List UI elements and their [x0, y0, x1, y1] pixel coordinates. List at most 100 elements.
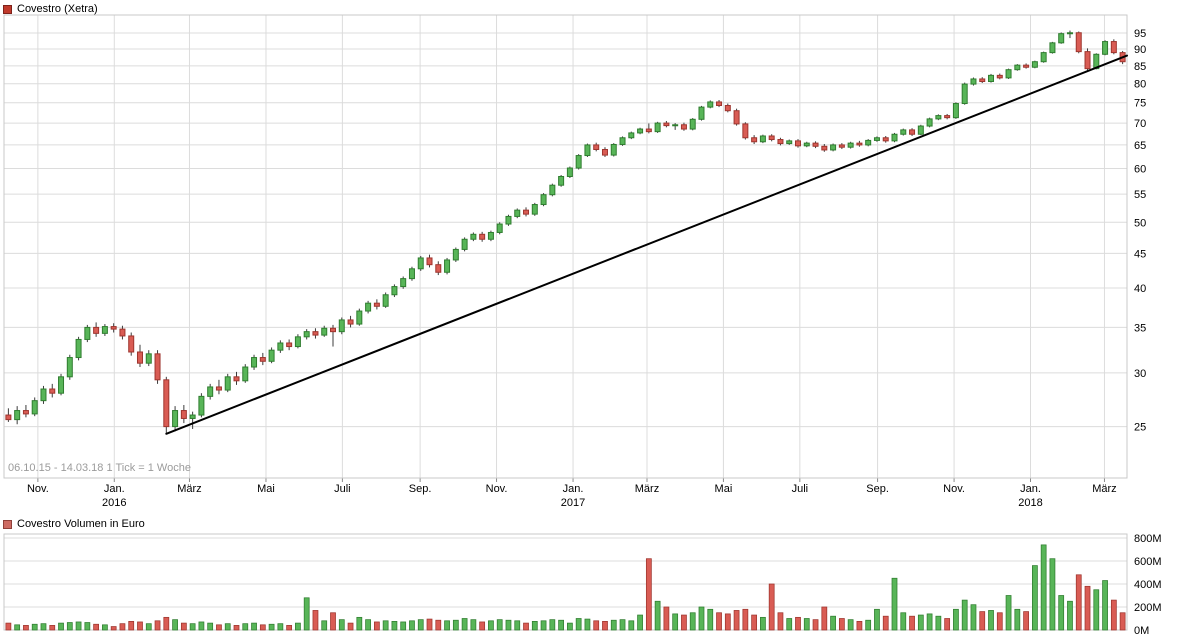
volume-bar[interactable]: [505, 619, 512, 631]
candle[interactable]: [382, 294, 389, 307]
volume-bar[interactable]: [689, 612, 696, 631]
volume-bar[interactable]: [610, 619, 617, 631]
volume-bar[interactable]: [137, 621, 143, 631]
volume-bar[interactable]: [286, 625, 293, 631]
candle[interactable]: [286, 342, 293, 348]
candle[interactable]: [926, 118, 933, 127]
volume-bar[interactable]: [391, 621, 398, 631]
volume-bar[interactable]: [49, 625, 56, 631]
candle[interactable]: [461, 238, 468, 250]
candle[interactable]: [742, 123, 749, 139]
volume-bar[interactable]: [321, 620, 328, 631]
candle[interactable]: [988, 74, 995, 83]
volume-bar[interactable]: [1075, 574, 1082, 631]
candle[interactable]: [698, 106, 705, 120]
volume-bar[interactable]: [970, 604, 977, 631]
candle[interactable]: [689, 118, 696, 130]
candle[interactable]: [1075, 32, 1082, 53]
candle[interactable]: [935, 115, 942, 120]
candle[interactable]: [619, 137, 626, 145]
volume-bar[interactable]: [681, 614, 687, 631]
candle[interactable]: [628, 132, 635, 139]
candle[interactable]: [873, 137, 880, 141]
candle[interactable]: [496, 223, 503, 233]
volume-bar[interactable]: [654, 600, 661, 631]
volume-bar[interactable]: [444, 620, 450, 631]
volume-bar[interactable]: [830, 615, 836, 631]
candle[interactable]: [970, 78, 977, 85]
candle[interactable]: [347, 319, 354, 325]
volume-bar[interactable]: [163, 616, 170, 631]
volume-bar[interactable]: [672, 613, 679, 631]
volume-bar[interactable]: [988, 610, 994, 631]
candle[interactable]: [128, 335, 135, 353]
candle[interactable]: [558, 175, 565, 186]
volume-bar[interactable]: [1110, 599, 1117, 631]
candle[interactable]: [172, 410, 179, 428]
candle[interactable]: [119, 328, 126, 337]
volume-bar[interactable]: [242, 623, 249, 631]
volume-bar[interactable]: [75, 621, 82, 631]
candle[interactable]: [777, 139, 784, 145]
candle[interactable]: [759, 135, 766, 143]
candle[interactable]: [259, 357, 266, 362]
candle[interactable]: [277, 342, 284, 351]
candle[interactable]: [1058, 33, 1065, 44]
volume-bar[interactable]: [128, 621, 135, 631]
volume-bar[interactable]: [645, 558, 652, 631]
candle[interactable]: [408, 268, 415, 280]
candle[interactable]: [101, 326, 108, 334]
volume-bar[interactable]: [400, 621, 407, 631]
volume-bar[interactable]: [663, 606, 670, 631]
volume-bar[interactable]: [1032, 565, 1038, 631]
volume-bar[interactable]: [470, 619, 477, 631]
volume-bar[interactable]: [172, 619, 178, 631]
candle[interactable]: [514, 209, 521, 217]
volume-bar[interactable]: [891, 577, 898, 631]
volume-bar[interactable]: [584, 618, 591, 631]
candle[interactable]: [540, 194, 547, 206]
volume-bar[interactable]: [295, 622, 301, 631]
candle[interactable]: [663, 122, 670, 127]
candle[interactable]: [566, 167, 573, 177]
volume-bar[interactable]: [154, 620, 161, 631]
volume-bar[interactable]: [514, 620, 521, 631]
candle[interactable]: [909, 129, 916, 135]
volume-bar[interactable]: [531, 621, 538, 631]
candle[interactable]: [426, 257, 433, 266]
volume-bar[interactable]: [23, 625, 29, 631]
volume-bar[interactable]: [189, 623, 196, 631]
volume-bar[interactable]: [1093, 589, 1100, 631]
candle[interactable]: [224, 376, 231, 391]
volume-bar[interactable]: [900, 612, 907, 631]
candle[interactable]: [593, 144, 600, 150]
volume-bar[interactable]: [409, 620, 415, 631]
candle[interactable]: [961, 83, 968, 105]
volume-bar[interactable]: [1023, 611, 1029, 631]
volume-bar[interactable]: [760, 616, 766, 631]
volume-bar[interactable]: [58, 622, 64, 631]
candle[interactable]: [645, 128, 652, 133]
volume-bar[interactable]: [14, 624, 21, 631]
volume-bar[interactable]: [382, 620, 389, 631]
candle[interactable]: [84, 326, 91, 340]
volume-bar[interactable]: [180, 622, 187, 631]
volume-bar[interactable]: [356, 616, 363, 631]
candle[interactable]: [768, 135, 775, 141]
volume-bar[interactable]: [628, 620, 635, 631]
candle[interactable]: [268, 349, 275, 362]
candle[interactable]: [1014, 64, 1021, 71]
candle[interactable]: [303, 331, 310, 338]
volume-bar[interactable]: [5, 622, 12, 631]
candle[interactable]: [601, 148, 608, 156]
candle[interactable]: [40, 388, 47, 402]
volume-bar[interactable]: [619, 619, 626, 631]
volume-bar[interactable]: [874, 608, 880, 631]
candle[interactable]: [93, 326, 100, 334]
candle[interactable]: [786, 140, 793, 145]
candle[interactable]: [487, 231, 494, 240]
volume-bar[interactable]: [452, 619, 459, 631]
volume-bar[interactable]: [865, 619, 872, 631]
candle[interactable]: [838, 144, 845, 148]
candle[interactable]: [1084, 51, 1091, 70]
